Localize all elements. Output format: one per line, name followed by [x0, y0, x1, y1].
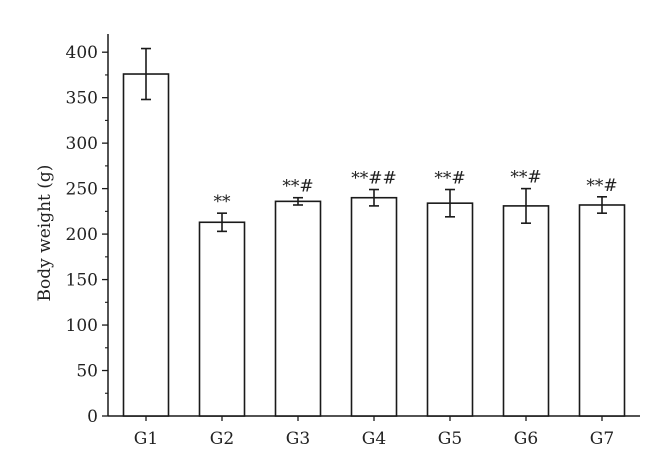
bar-g6 [502, 205, 550, 417]
significance-marks: ** **# **## **# **# **# [214, 168, 618, 213]
x-tick-label: G5 [438, 429, 462, 449]
x-tick-label: G2 [210, 429, 234, 449]
bar-g7 [578, 204, 626, 417]
y-tick-label: 300 [66, 134, 98, 154]
y-tick-label: 250 [66, 180, 98, 200]
x-tick-label: G7 [590, 429, 614, 449]
y-axis-title: Body weight (g) [35, 165, 55, 302]
bar-g1 [122, 73, 170, 417]
y-tick-label: 150 [66, 271, 98, 291]
x-tick-label: G3 [286, 429, 310, 449]
y-ticks: 0 50 100 150 200 250 300 350 400 [66, 43, 108, 427]
x-tick-label: G6 [514, 429, 538, 449]
significance-mark-g2: ** [214, 192, 232, 212]
significance-mark-g5: **# [434, 169, 465, 189]
bar-g4 [350, 196, 398, 417]
x-ticks: G1 G2 G3 G4 G5 G6 G7 [134, 416, 614, 449]
x-tick-label: G4 [362, 429, 386, 449]
y-tick-label: 200 [66, 225, 98, 245]
y-tick-label: 350 [66, 89, 98, 109]
x-tick-label: G1 [134, 429, 158, 449]
bars [122, 73, 626, 417]
y-tick-label: 0 [87, 407, 98, 427]
bar-g5 [426, 202, 474, 417]
y-tick-label: 100 [66, 316, 98, 336]
significance-mark-g3: **# [282, 177, 313, 197]
x-axis: G1 G2 G3 G4 G5 G6 G7 [108, 415, 640, 449]
significance-mark-g4: **## [351, 169, 397, 189]
bar-g3 [274, 200, 322, 417]
significance-mark-g7: **# [586, 176, 617, 196]
y-tick-label: 50 [76, 362, 98, 382]
error-bars [141, 47, 607, 233]
bar-g2 [198, 221, 246, 417]
y-tick-label: 400 [66, 43, 98, 63]
significance-mark-g6: **# [510, 168, 541, 188]
y-axis: 0 50 100 150 200 250 300 350 400 Body weight (g) [35, 34, 109, 427]
